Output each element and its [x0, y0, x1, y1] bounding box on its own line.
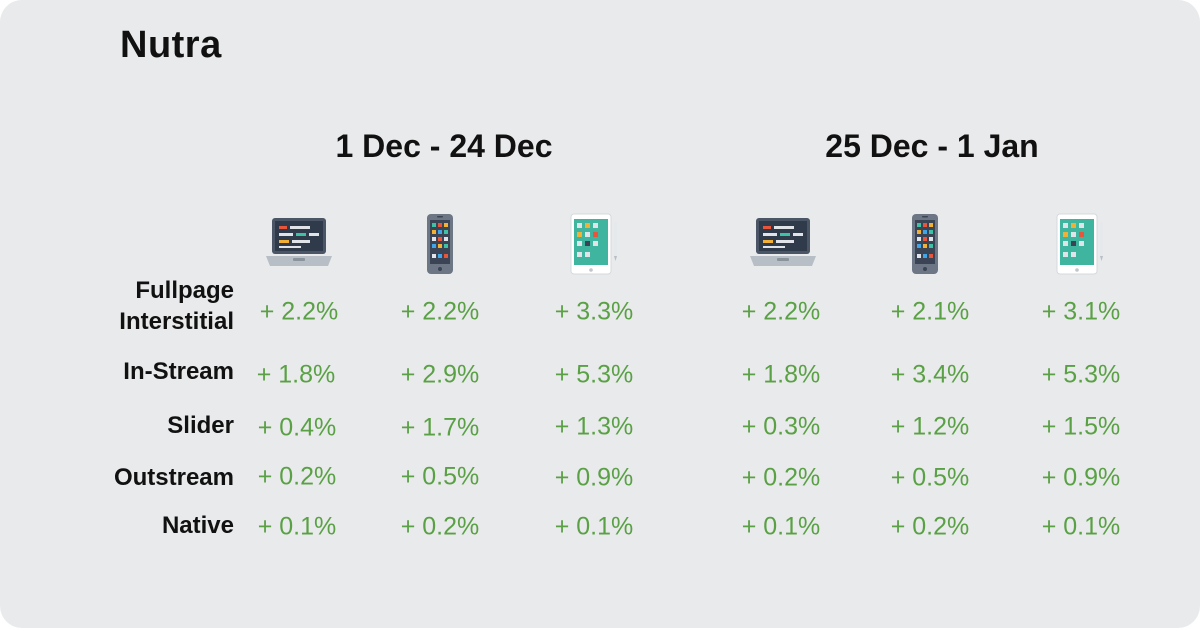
laptop-icon: [264, 212, 334, 276]
value-cell: + 0.9%: [1041, 463, 1121, 492]
value-cell: + 3.4%: [890, 360, 970, 389]
value-cell: + 0.2%: [257, 462, 337, 491]
value-cell: + 1.8%: [256, 360, 336, 389]
value-cell: + 1.7%: [400, 413, 480, 442]
value-cell: + 2.2%: [400, 297, 480, 326]
row-label-fullpage-interstitial: Fullpage Interstitial: [119, 275, 234, 337]
value-cell: + 2.2%: [259, 297, 339, 326]
smartphone-icon: [405, 212, 475, 276]
period-header-1: 1 Dec - 24 Dec: [335, 128, 553, 164]
value-cell: + 1.8%: [741, 360, 821, 389]
row-label-line: Interstitial: [119, 308, 234, 335]
value-cell: + 0.3%: [741, 412, 821, 441]
period-header-2: 25 Dec - 1 Jan: [825, 128, 1039, 164]
tablet-icon: [561, 212, 631, 276]
page-title: Nutra: [120, 24, 222, 66]
value-cell: + 0.9%: [554, 463, 634, 492]
row-label-in-stream: In-Stream: [123, 358, 234, 385]
value-cell: + 0.1%: [1041, 512, 1121, 541]
row-label-native: Native: [161, 512, 234, 539]
tablet-icon: [1047, 212, 1117, 276]
value-cell: + 1.5%: [1041, 412, 1121, 441]
value-cell: + 3.3%: [554, 297, 634, 326]
row-label-line: Fullpage: [135, 277, 234, 304]
value-cell: + 0.5%: [400, 462, 480, 491]
laptop-icon: [748, 212, 818, 276]
value-cell: + 1.2%: [890, 412, 970, 441]
value-cell: + 0.2%: [741, 463, 821, 492]
value-cell: + 0.4%: [257, 413, 337, 442]
value-cell: + 0.1%: [741, 512, 821, 541]
row-label-outstream: Outstream: [113, 464, 234, 491]
smartphone-icon: [890, 212, 960, 276]
value-cell: + 5.3%: [554, 360, 634, 389]
value-cell: + 3.1%: [1041, 297, 1121, 326]
value-cell: + 0.1%: [257, 512, 337, 541]
value-cell: + 5.3%: [1041, 360, 1121, 389]
row-label-slider: Slider: [167, 412, 234, 439]
value-cell: + 1.3%: [554, 412, 634, 441]
value-cell: + 2.2%: [741, 297, 821, 326]
value-cell: + 2.9%: [400, 360, 480, 389]
value-cell: + 0.1%: [554, 512, 634, 541]
value-cell: + 0.5%: [890, 463, 970, 492]
value-cell: + 2.1%: [890, 297, 970, 326]
value-cell: + 0.2%: [400, 512, 480, 541]
value-cell: + 0.2%: [890, 512, 970, 541]
